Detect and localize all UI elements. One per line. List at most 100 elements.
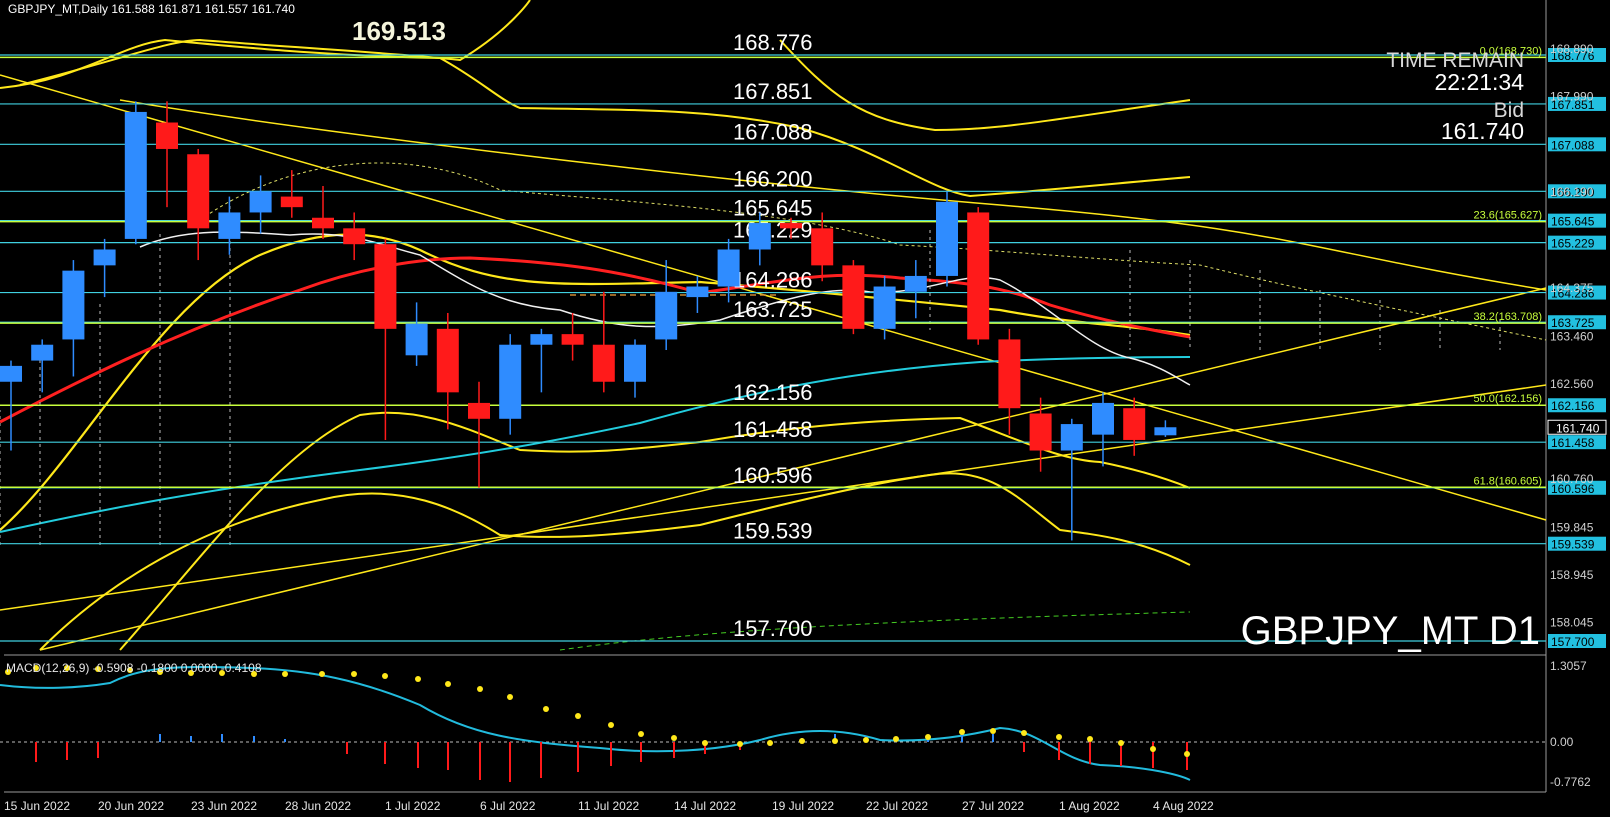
level-price-tag-text: 165.645 — [1551, 215, 1595, 229]
ichimoku-span — [199, 162, 1547, 341]
chart-header: GBPJPY_MT,Daily 161.588 161.871 161.557 … — [8, 2, 295, 16]
trendline-down — [0, 74, 1547, 521]
green-dashed — [559, 611, 1191, 651]
candle-body — [717, 249, 740, 287]
macd-signal-dot — [64, 665, 70, 671]
time-axis-label: 22 Jul 2022 — [866, 799, 928, 813]
level-price-tag-text: 157.700 — [1551, 635, 1595, 649]
candle — [31, 339, 54, 393]
macd-signal-dot — [127, 667, 133, 673]
time-axis-label: 14 Jul 2022 — [674, 799, 736, 813]
level-price-tag — [1548, 213, 1606, 228]
price-axis-label: 166.190 — [1550, 185, 1594, 199]
candle — [655, 260, 678, 351]
macd-signal-dot — [5, 669, 11, 675]
price-axis-label: 158.945 — [1550, 568, 1594, 582]
fib-label: 23.6(165.627) — [1474, 210, 1543, 222]
candle-body — [1060, 424, 1083, 451]
time-axis-label: 19 Jul 2022 — [772, 799, 834, 813]
macd-signal-dot — [959, 729, 965, 735]
candle — [624, 339, 646, 398]
macd-signal-dot — [1021, 730, 1027, 736]
level-price-tag-text: 165.229 — [1551, 237, 1595, 251]
level-price-tag — [1548, 398, 1606, 413]
candle — [312, 185, 334, 239]
time-axis-label: 11 Jul 2022 — [578, 799, 639, 813]
macd-signal-dot — [157, 669, 163, 675]
candle — [280, 170, 303, 218]
level-label: 166.200 — [733, 166, 813, 191]
macd-signal-dot — [925, 734, 931, 740]
level-price-tag-text: 159.539 — [1551, 538, 1595, 552]
candle — [873, 275, 896, 340]
level-label: 163.725 — [733, 297, 813, 322]
price-axis-label: 163.460 — [1550, 329, 1594, 343]
macd-axis-label: 0.00 — [1550, 735, 1574, 749]
time-remain-label: TIME REMAIN — [1386, 49, 1524, 72]
candle — [62, 260, 85, 377]
candle — [187, 148, 210, 261]
level-price-tag — [1548, 137, 1606, 152]
macd-signal-dot — [188, 670, 194, 676]
bollinger-lower — [39, 472, 1191, 651]
macd-signal-dot — [575, 713, 581, 719]
candle — [904, 260, 927, 319]
level-label: 165.645 — [733, 196, 813, 221]
candle — [374, 238, 397, 440]
bollinger-upper — [0, 38, 1191, 198]
macd-signal-dot — [251, 671, 257, 677]
candle-body — [1092, 402, 1114, 435]
candle — [93, 238, 116, 298]
time-axis-label: 4 Aug 2022 — [1153, 799, 1214, 813]
envelope-lower — [119, 411, 1191, 651]
indicator-lines — [0, 0, 1547, 651]
candle-body — [312, 217, 334, 229]
candle — [1060, 418, 1083, 541]
macd-signal-dot — [543, 706, 549, 712]
price-axis: 168.890 167.990 166.190 164.375 163.460 162.5… — [1550, 42, 1594, 630]
level-label: 162.156 — [733, 380, 813, 405]
macd-signal-dot — [1087, 736, 1093, 742]
macd-signal-dot — [219, 670, 225, 676]
level-label: 161.458 — [733, 417, 813, 442]
price-axis-label: 168.890 — [1550, 42, 1594, 56]
price-axis-label: 167.990 — [1550, 90, 1594, 104]
level-price-tag — [1548, 536, 1606, 551]
candle — [1092, 392, 1114, 467]
level-price-tag — [1548, 634, 1606, 648]
candle-body — [592, 344, 615, 382]
candle — [436, 312, 459, 430]
candle — [499, 334, 522, 435]
candle — [249, 175, 272, 234]
macd-signal-dot — [799, 738, 805, 744]
candle — [592, 291, 615, 393]
candle-body — [1154, 427, 1177, 436]
level-price-tag-text: 162.156 — [1551, 399, 1595, 413]
macd-signal-dot — [351, 671, 357, 677]
price-axis-label: 162.560 — [1550, 377, 1594, 391]
level-price-tag — [1548, 435, 1606, 450]
macd-axis-label: 1.3057 — [1550, 659, 1587, 673]
candle-body — [468, 402, 490, 419]
candlesticks — [0, 101, 1177, 541]
macd-signal-dot — [445, 681, 451, 687]
time-axis-label: 28 Jun 2022 — [285, 799, 351, 813]
candle — [405, 302, 428, 366]
macd-signal-dot — [737, 741, 743, 747]
candle — [780, 217, 802, 239]
macd-signal-dot — [863, 737, 869, 743]
candle — [717, 238, 740, 303]
macd-signal-dot — [382, 673, 388, 679]
envelope-upper-right — [779, 39, 1191, 132]
candle — [811, 212, 834, 282]
macd-signal-dot — [1118, 740, 1124, 746]
time-axis-label: 6 Jul 2022 — [480, 799, 536, 813]
macd-signal-dot — [95, 666, 101, 672]
candle — [1154, 420, 1177, 437]
price-axis-label: 160.760 — [1550, 472, 1594, 486]
candle-body — [624, 344, 646, 382]
price-axis-label: 159.845 — [1550, 521, 1594, 535]
level-price-tag — [1548, 315, 1606, 330]
level-price-tag — [1548, 96, 1606, 111]
